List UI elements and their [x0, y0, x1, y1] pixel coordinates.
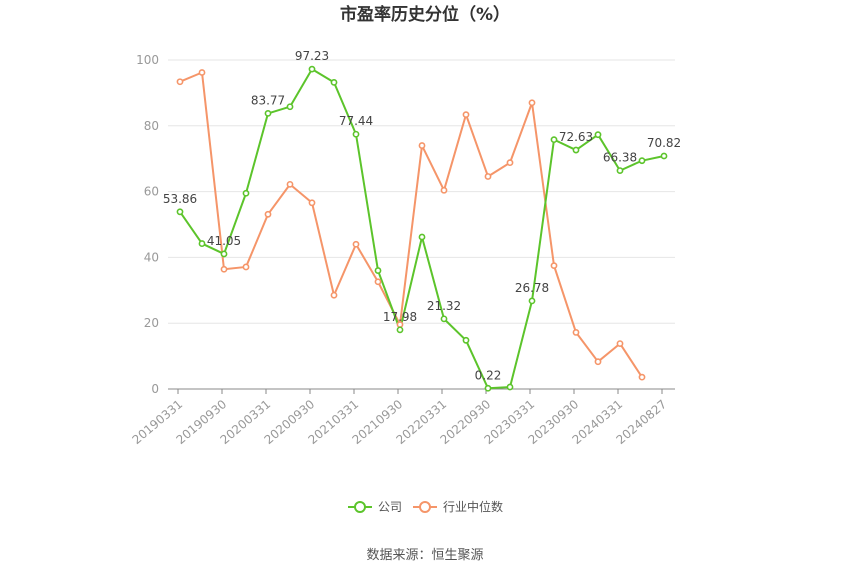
legend-item-company[interactable]: 公司: [348, 500, 402, 514]
company-point[interactable]: [660, 152, 668, 160]
company-point[interactable]: [528, 297, 536, 305]
company-point[interactable]: [462, 336, 470, 344]
y-axis: 0 20 40 60 80 100: [136, 53, 159, 396]
industry-median-point[interactable]: [550, 262, 558, 270]
legend-label: 行业中位数: [443, 499, 503, 514]
industry-median-point[interactable]: [198, 69, 206, 76]
company-point[interactable]: [242, 189, 250, 197]
company-point[interactable]: [594, 131, 602, 139]
industry-median-point[interactable]: [308, 199, 316, 207]
company-point[interactable]: [264, 109, 272, 117]
company-point[interactable]: [572, 146, 580, 154]
industry-median-point[interactable]: [418, 142, 426, 149]
data-label: 41.05: [207, 234, 241, 248]
y-tick-label: 20: [144, 316, 159, 330]
industry-median-point[interactable]: [440, 186, 448, 194]
company-point[interactable]: [176, 208, 184, 216]
company-point[interactable]: [352, 130, 360, 138]
y-tick-label: 0: [151, 382, 159, 396]
company-point[interactable]: [440, 315, 448, 323]
legend-marker-icon: [419, 501, 431, 513]
industry-median-point[interactable]: [594, 358, 602, 366]
company-point[interactable]: [330, 78, 338, 86]
series-points: [176, 65, 668, 392]
company-point[interactable]: [308, 65, 316, 73]
industry-median-point[interactable]: [176, 78, 184, 86]
x-axis: 2019033120190930202003312020093020210331…: [130, 388, 675, 447]
data-label: 66.38: [603, 151, 637, 165]
data-label: 53.86: [163, 192, 197, 206]
y-tick-label: 100: [136, 53, 159, 67]
y-tick-label: 60: [144, 185, 159, 199]
data-label: 21.32: [427, 299, 461, 313]
company-point[interactable]: [484, 384, 492, 392]
data-label: 0.22: [475, 368, 502, 382]
industry-median-point[interactable]: [616, 340, 624, 347]
industry-median-point[interactable]: [352, 240, 360, 248]
company-point[interactable]: [396, 326, 404, 334]
legend-item-industry-median[interactable]: 行业中位数: [413, 499, 503, 514]
data-label: 72.63: [559, 130, 593, 144]
industry-median-point[interactable]: [330, 291, 338, 299]
data-labels: 53.86 41.05 83.77 97.23 77.44 17.98 21.32 0.22 2…: [163, 49, 681, 382]
industry-median-line: [179, 71, 643, 378]
legend-marker-icon: [354, 501, 366, 513]
company-point[interactable]: [198, 240, 206, 247]
chart-title: 市盈率历史分位（%）: [340, 4, 510, 25]
y-tick-label: 40: [144, 250, 159, 264]
company-point[interactable]: [616, 167, 624, 175]
legend-label: 公司: [378, 500, 402, 514]
company-point[interactable]: [506, 383, 514, 391]
company-point[interactable]: [286, 103, 294, 111]
y-tick-label: 80: [144, 119, 159, 133]
series-lines: [179, 68, 665, 390]
data-label: 77.44: [339, 114, 373, 128]
industry-median-point[interactable]: [506, 159, 514, 167]
industry-median-point[interactable]: [528, 99, 536, 107]
data-label: 70.82: [647, 136, 681, 150]
industry-median-point[interactable]: [638, 373, 646, 381]
industry-median-point[interactable]: [374, 278, 382, 286]
industry-median-point[interactable]: [484, 173, 492, 180]
company-point[interactable]: [220, 250, 228, 258]
industry-median-point[interactable]: [572, 329, 580, 336]
industry-median-point[interactable]: [242, 263, 250, 271]
industry-median-point[interactable]: [264, 210, 272, 218]
company-point[interactable]: [550, 136, 558, 144]
industry-median-point[interactable]: [286, 180, 294, 188]
company-point[interactable]: [374, 267, 382, 274]
source-note: 数据来源：恒生聚源: [366, 548, 483, 563]
company-point[interactable]: [418, 233, 426, 241]
data-label: 17.98: [383, 310, 417, 324]
industry-median-point[interactable]: [462, 111, 470, 119]
data-label: 97.23: [295, 49, 329, 63]
gridlines: [168, 59, 675, 324]
company-point[interactable]: [638, 157, 646, 165]
industry-median-point[interactable]: [220, 265, 228, 273]
data-label: 26.78: [515, 281, 549, 295]
data-label: 83.77: [251, 93, 285, 107]
company-line: [179, 68, 665, 390]
legend[interactable]: 公司 行业中位数: [348, 499, 503, 514]
